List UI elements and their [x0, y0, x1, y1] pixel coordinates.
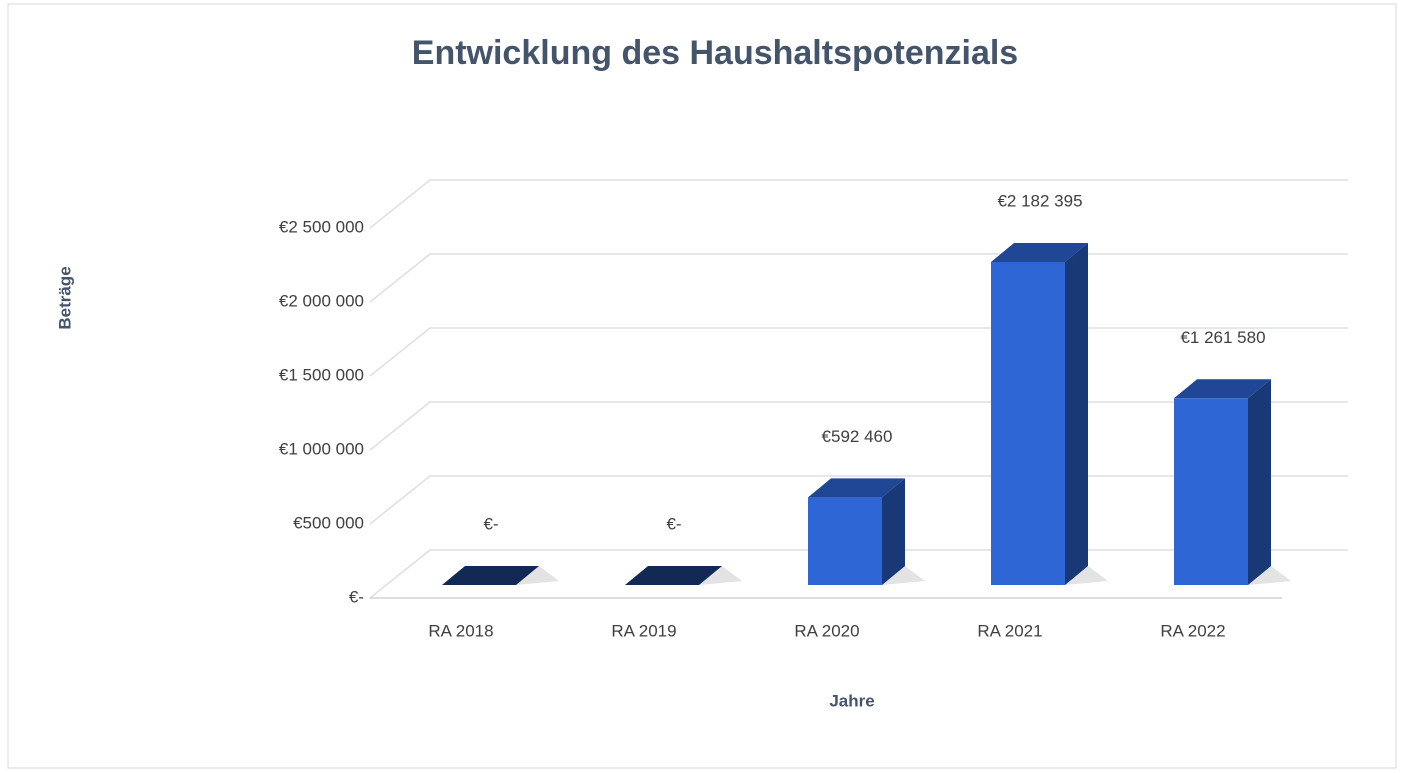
y-axis-title: Beträge	[55, 266, 74, 329]
grid-line	[369, 179, 1348, 229]
y-tick-label: €2 500 000	[279, 217, 364, 236]
x-tick-label: RA 2020	[794, 621, 859, 640]
value-label: €592 460	[822, 427, 893, 446]
bar-side	[882, 478, 905, 585]
value-label: €-	[666, 514, 681, 533]
bar-top	[808, 478, 905, 498]
bar-side	[1248, 379, 1271, 585]
y-tick-label: €-	[349, 587, 364, 606]
bar-front	[1174, 398, 1248, 585]
value-label: €1 261 580	[1180, 328, 1265, 347]
bar-top	[625, 566, 722, 585]
y-tick-label: €1 500 000	[279, 365, 364, 384]
x-axis-title: Jahre	[829, 691, 874, 710]
bar-side	[1065, 243, 1088, 585]
y-tick-label: €2 000 000	[279, 291, 364, 310]
x-tick-label: RA 2021	[977, 621, 1042, 640]
x-tick-label: RA 2019	[611, 621, 676, 640]
bar-top	[991, 243, 1088, 263]
value-label: €2 182 395	[997, 191, 1082, 210]
x-tick-label: RA 2018	[428, 621, 493, 640]
chart-border	[7, 3, 1397, 769]
bar-front	[808, 497, 882, 585]
x-tick-label: RA 2022	[1160, 621, 1225, 640]
bar-top	[442, 566, 539, 585]
chart-title: Entwicklung des Haushaltspotenzials	[412, 34, 1018, 72]
y-tick-label: €1 000 000	[279, 439, 364, 458]
value-label: €-	[483, 514, 498, 533]
y-tick-label: €500 000	[293, 513, 364, 532]
bar-front	[991, 262, 1065, 585]
bar-top	[1174, 379, 1271, 399]
